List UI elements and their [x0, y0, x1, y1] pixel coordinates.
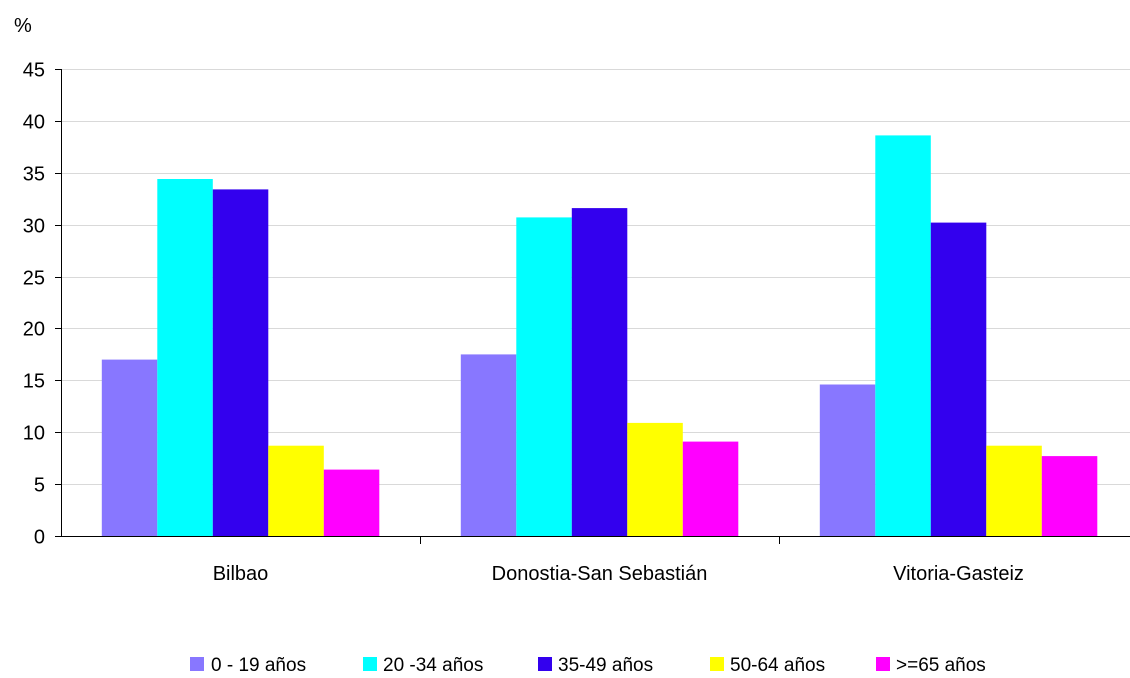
legend-label: 50-64 años — [730, 655, 825, 676]
bars — [101, 135, 1098, 536]
axes: 0 5 10 15 20 25 30 35 40 45 Bilbao Donostia-San Seb… — [23, 60, 1130, 585]
bar — [323, 469, 380, 536]
legend-swatch — [363, 657, 377, 671]
legend-swatch — [538, 657, 552, 671]
legend-label: 35-49 años — [558, 655, 653, 676]
bar — [875, 135, 931, 536]
y-tick-label: 25 — [23, 268, 45, 290]
legend-swatch — [190, 657, 204, 671]
y-tick-label: 20 — [23, 319, 45, 341]
legend-swatch — [876, 657, 890, 671]
legend-label: 0 - 19 años — [211, 655, 306, 676]
y-tick-label: 40 — [23, 112, 45, 134]
y-tick-label: 35 — [23, 164, 45, 186]
y-tick-label: 0 — [34, 527, 45, 549]
y-tick-label: 5 — [34, 475, 45, 497]
bar — [627, 422, 683, 536]
y-tick-label: 45 — [23, 60, 45, 82]
y-tick-label: 10 — [23, 423, 45, 445]
bar — [986, 445, 1042, 536]
legend: 0 - 19 años 20 -34 años 35-49 años 50-64 añ… — [190, 655, 986, 676]
legend-label: >=65 años — [896, 655, 986, 676]
bar — [212, 189, 269, 536]
x-category-label: Bilbao — [213, 563, 269, 585]
legend-label: 20 -34 años — [383, 655, 483, 676]
y-tick-label: 30 — [23, 216, 45, 238]
bar — [101, 359, 158, 536]
x-category-label: Donostia-San Sebastián — [492, 563, 708, 585]
y-tick-label: 15 — [23, 371, 45, 393]
legend-swatch — [710, 657, 724, 671]
bar — [268, 445, 324, 536]
x-category-label: Vitoria-Gasteiz — [893, 563, 1024, 585]
bar — [930, 222, 987, 536]
bar — [571, 208, 628, 536]
y-axis-unit-label: % — [14, 15, 32, 37]
bar — [819, 384, 876, 536]
bar — [1041, 456, 1098, 536]
bar — [157, 179, 213, 536]
bar — [682, 441, 739, 536]
bar — [516, 217, 572, 536]
bar — [460, 354, 517, 536]
